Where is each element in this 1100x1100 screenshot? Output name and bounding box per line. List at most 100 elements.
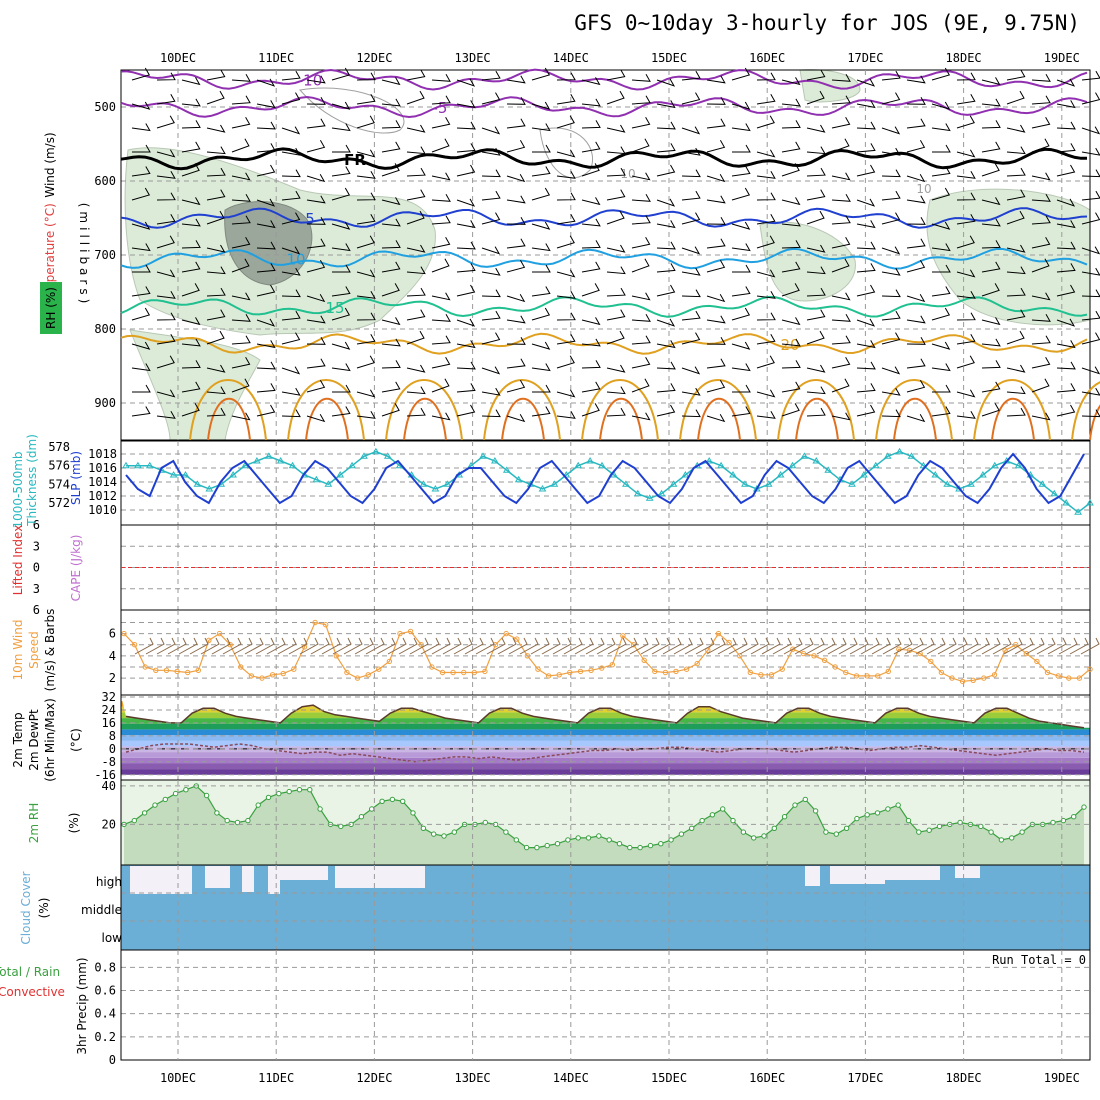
wind10m-barb [629,637,649,655]
upper-wind-barb [831,74,851,82]
upper-wind-barb [956,93,976,105]
wind-speed-point [1087,666,1093,672]
wind10m-barb [255,637,275,655]
upper-wind-barb [131,166,151,177]
temp-tick: 8 [109,729,116,743]
upper-wind-barb [581,240,601,249]
wind-speed-point [599,665,605,671]
upper-wind-barb [531,221,551,230]
upper-wind-barb [131,286,151,297]
wind-speed-point [673,668,679,675]
wind10m-barb [882,637,902,655]
upper-wind-barb [1006,330,1025,345]
upper-wind-barb [756,235,775,249]
upper-wind-barb [606,146,626,155]
li-tick: 3 [33,539,40,553]
rh2m-point [245,817,251,824]
thickness-point [253,457,261,464]
wind10m-barb [893,637,913,655]
upper-wind-barb [1006,364,1026,373]
lifted-cape-panel: 6 3 0 3 6 [33,518,1091,617]
upper-wind-barb [306,315,326,324]
upper-wind-barb [756,333,776,345]
wind-speed-point [715,630,722,637]
upper-wind-barb [256,318,276,327]
wind-speed-point [291,666,297,672]
upper-wind-barb [856,318,876,327]
ylabel-temp2m: 2m Temp [11,712,25,767]
upper-wind-barb [331,363,351,372]
rh2m-point [668,837,674,843]
upper-wind-barb [656,340,676,349]
wind10m-barb [200,637,220,655]
upper-wind-barb [531,406,551,417]
upper-wind-barb [606,364,626,373]
upper-wind-barb [406,146,426,155]
upper-wind-barb [606,386,626,395]
upper-wind-barb [281,332,301,345]
upper-wind-barb [532,144,551,153]
ylabel-lifted-index: Lifted Index [11,525,25,596]
upper-wind-barb [906,260,926,273]
upper-wind-barb [281,126,301,135]
top-date-label: 16DEC [749,51,785,65]
precip-tick: 0.2 [94,1030,116,1044]
upper-wind-barb [481,212,501,225]
upper-wind-barb [581,98,601,107]
upper-wind-barb [556,312,576,321]
upper-wind-barb [256,284,276,297]
wind-speed-point [928,658,934,665]
wind-speed-point [195,667,202,673]
upper-wind-barb [206,386,226,395]
temp-color-band [121,757,1090,764]
wind10m-barb [574,637,594,655]
upper-wind-barb [1056,340,1076,349]
wind-speed-point [641,657,647,663]
isotherm-25 [973,379,1051,441]
rh-tick: 20 [102,817,116,831]
wind10m-barb [783,637,803,655]
upper-wind-barb [206,210,225,225]
wind-speed-point [577,668,584,675]
wind-speed-point [269,672,276,678]
upper-wind-barb [481,190,501,201]
upper-wind-barb [981,141,1001,153]
precip-tick: 0 [109,1053,116,1067]
precip-panel: 0 0.2 0.4 0.6 0.8 [94,949,1091,1067]
upper-wind-barb [806,244,826,253]
upper-wind-barb [131,221,151,230]
upper-wind-barb [506,195,526,204]
thickness-tick: 578 [48,440,70,454]
upper-wind-barb [206,146,226,155]
upper-wind-barb [231,292,251,301]
upper-wind-barb [1056,220,1076,229]
cloud-cover-gap [830,866,885,884]
upper-wind-barb [956,290,976,299]
upper-wind-barb [1031,172,1051,181]
wind10m-barb [376,637,396,655]
wind10m-barb [497,637,517,655]
upper-wind-barb [906,140,926,153]
upper-wind-barb [631,95,651,105]
thickness-point [205,485,214,492]
upper-wind-barb [556,213,576,225]
upper-wind-barb [806,69,826,81]
upper-wind-barb [556,170,576,179]
upper-wind-barb [706,195,726,204]
upper-wind-barb [532,264,551,273]
upper-wind-barb [606,124,626,133]
upper-wind-barb [356,115,375,129]
temp-tick: -8 [102,755,116,769]
thickness-point [895,447,904,455]
upper-wind-barb [781,403,800,417]
ylabel-dewpt2m: 2m DewPt [27,709,41,771]
wind-speed-point [259,675,265,681]
upper-wind-barb [356,312,376,321]
isotherm-15 [120,295,1088,318]
upper-wind-barb [856,340,876,349]
upper-wind-barb [781,240,801,249]
upper-wind-barb [256,241,276,250]
upper-wind-barb [306,380,326,393]
rh2m-point [224,817,230,824]
upper-wind-barb [831,258,850,273]
